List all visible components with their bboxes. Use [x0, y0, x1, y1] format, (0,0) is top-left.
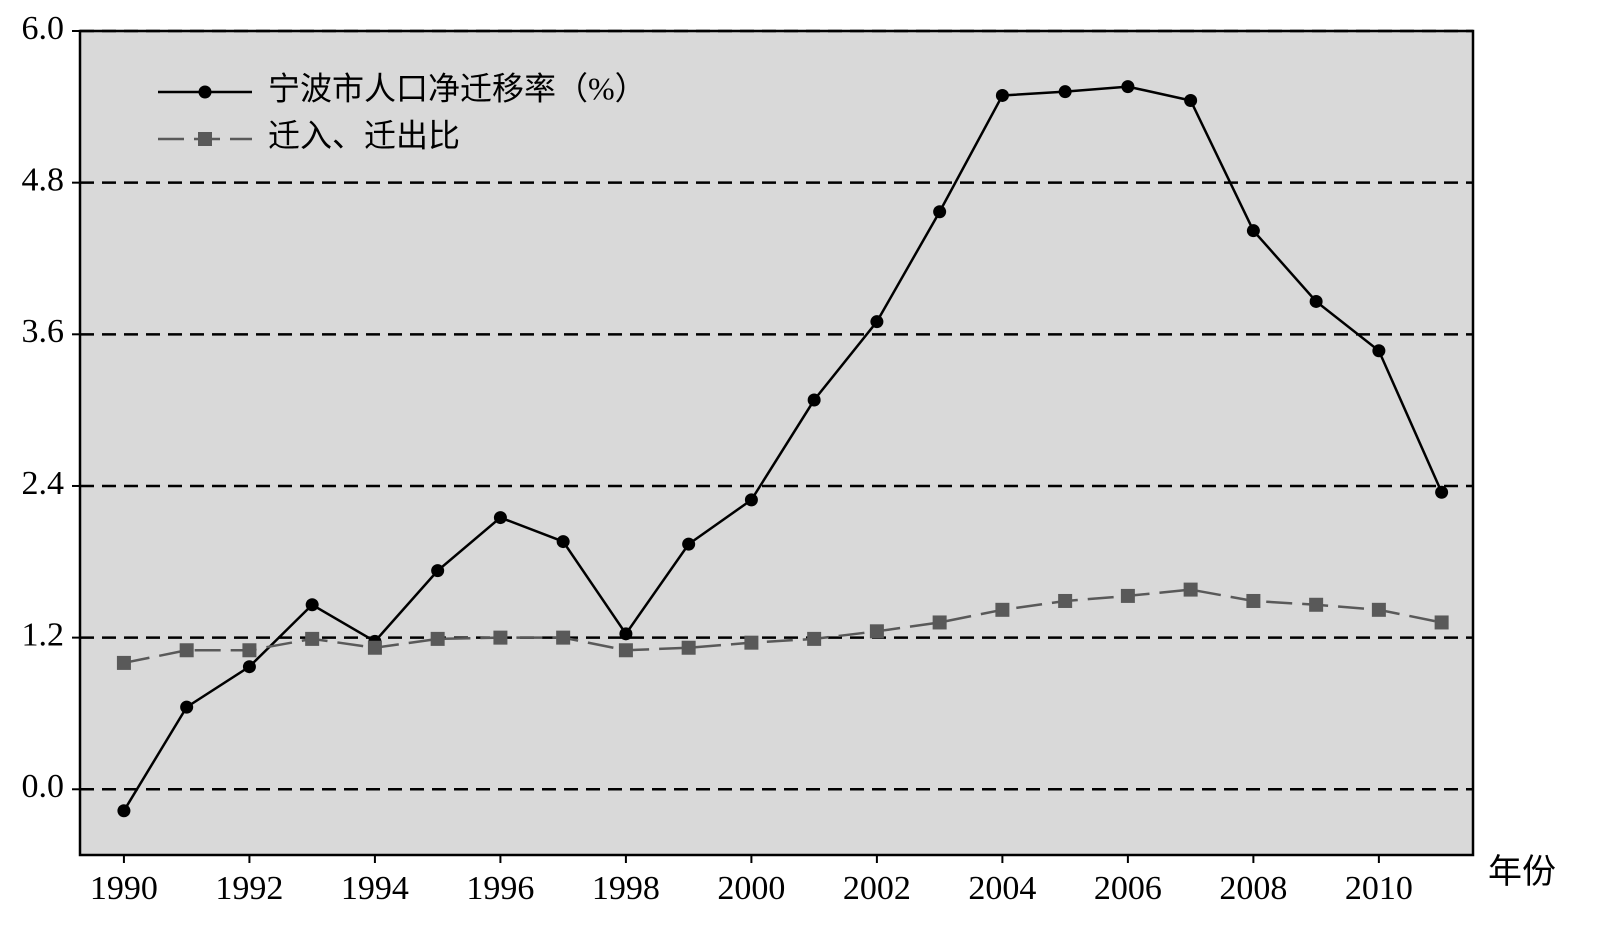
point: [493, 630, 508, 645]
x-axis-label: 年份: [1488, 853, 1556, 891]
point: [681, 640, 696, 655]
point: [431, 564, 445, 578]
point: [117, 804, 131, 818]
point: [242, 643, 257, 658]
y-tick-label: 4.8: [22, 161, 65, 198]
x-tick-label: 1990: [90, 870, 158, 907]
x-tick-label: 2010: [1345, 870, 1413, 907]
point: [995, 88, 1009, 102]
point: [1058, 85, 1072, 99]
point: [618, 643, 633, 658]
y-tick-label: 2.4: [22, 465, 65, 502]
point: [744, 635, 759, 650]
point: [1372, 344, 1386, 358]
point: [932, 615, 947, 630]
legend-label: 迁入、迁出比: [268, 117, 460, 153]
plot-background: [80, 31, 1473, 855]
x-tick-label: 1992: [215, 870, 283, 907]
point: [933, 205, 947, 219]
point: [116, 655, 131, 670]
point: [1309, 597, 1324, 612]
point: [1371, 602, 1386, 617]
point: [179, 643, 194, 658]
x-tick-label: 1994: [341, 870, 409, 907]
y-tick-label: 6.0: [22, 10, 65, 47]
y-tick-label: 0.0: [22, 768, 65, 805]
point: [1309, 294, 1323, 308]
x-tick-label: 1996: [466, 870, 534, 907]
point: [305, 631, 320, 646]
point: [556, 535, 570, 549]
point: [180, 700, 194, 714]
point: [807, 393, 821, 407]
point: [198, 85, 212, 99]
point: [869, 624, 884, 639]
point: [619, 627, 633, 641]
plot-frame: [78, 29, 1475, 857]
point: [1058, 593, 1073, 608]
point: [1184, 94, 1198, 108]
point: [556, 630, 571, 645]
legend-label: 宁波市人口净迁移率（%）: [268, 70, 647, 106]
series-line: [123, 588, 1442, 665]
point: [198, 132, 212, 146]
x-tick-label: 1998: [592, 870, 660, 907]
point: [242, 660, 256, 674]
y-tick-label: 1.2: [22, 616, 65, 653]
x-tick-label: 2000: [717, 870, 785, 907]
point: [1435, 485, 1449, 499]
x-tick-label: 2002: [843, 870, 911, 907]
point: [430, 631, 445, 646]
point: [807, 631, 822, 646]
series-layer: [116, 80, 1449, 818]
point: [367, 640, 382, 655]
point: [1246, 593, 1261, 608]
point: [744, 493, 758, 507]
point: [995, 602, 1010, 617]
point: [305, 598, 319, 612]
x-tick-label: 2004: [968, 870, 1036, 907]
x-tick-label: 2008: [1219, 870, 1287, 907]
point: [1183, 582, 1198, 597]
point: [1120, 588, 1135, 603]
point: [1121, 80, 1135, 94]
point: [493, 511, 507, 525]
point: [682, 537, 696, 551]
point: [870, 315, 884, 329]
series-line: [122, 85, 1443, 812]
point: [1434, 615, 1449, 630]
point: [1246, 224, 1260, 238]
y-tick-label: 3.6: [22, 313, 65, 350]
x-tick-label: 2006: [1094, 870, 1162, 907]
